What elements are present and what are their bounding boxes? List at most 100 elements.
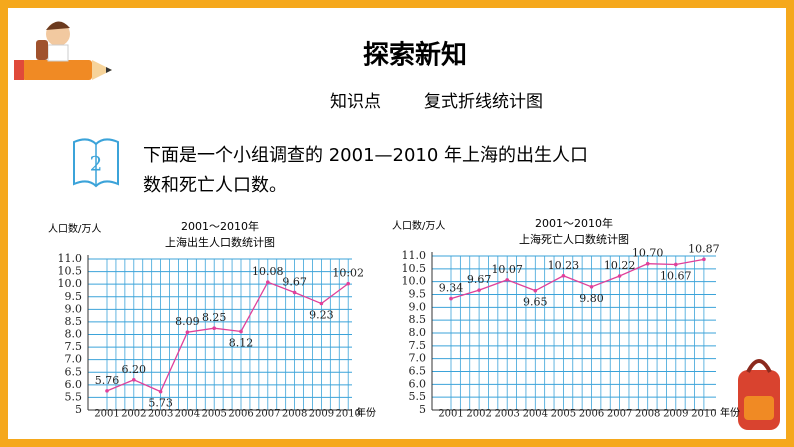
x-tick-label: 2004	[523, 409, 548, 420]
y-tick-label: 5	[75, 403, 82, 416]
x-tick-label: 2007	[607, 409, 632, 420]
x-tick-label: 2008	[282, 409, 307, 420]
topic: 复式折线统计图	[424, 92, 543, 112]
y-tick-label: 5.5	[409, 390, 427, 403]
x-tick-label: 2009	[309, 409, 334, 420]
data-label: 8.09	[175, 315, 200, 328]
chart-subtitle: 上海死亡人口数统计图	[519, 232, 629, 246]
y-tick-label: 7.0	[409, 352, 427, 365]
data-point	[477, 288, 481, 292]
x-tick-label: 2007	[255, 409, 280, 420]
data-label: 10.70	[632, 247, 664, 260]
backpack-icon	[738, 359, 780, 430]
x-tick-label: 2010	[691, 409, 716, 420]
x-tick-label: 2009	[663, 409, 688, 420]
chart-title: 2001～2010年	[181, 219, 259, 233]
data-point	[561, 273, 566, 278]
data-label: 9.65	[523, 296, 548, 309]
data-label: 9.80	[579, 292, 604, 305]
data-label: 8.12	[229, 336, 254, 349]
data-label: 9.23	[309, 309, 334, 322]
x-tick-label: 2001	[94, 409, 119, 420]
x-tick-label: 2008	[635, 409, 660, 420]
data-label: 8.25	[202, 311, 227, 324]
problem-text: 数和死亡人口数。	[143, 175, 287, 196]
data-label: 9.67	[282, 275, 307, 288]
y-tick-label: 6.0	[409, 377, 427, 390]
data-label: 10.67	[660, 269, 692, 282]
data-point	[533, 288, 538, 293]
data-label: 10:02	[332, 267, 364, 280]
problem-text: 下面是一个小组调查的 2001—2010 年上海的出生人口	[143, 145, 588, 166]
y-tick-label: 9.5	[65, 290, 83, 303]
data-label: 10.23	[548, 259, 580, 272]
y-tick-label: 11.0	[58, 252, 83, 265]
x-tick-label: 2006	[228, 409, 253, 420]
data-point	[702, 257, 706, 262]
y-tick-label: 6.5	[409, 365, 427, 378]
x-tick-label: 2001	[438, 409, 463, 420]
y-tick-label: 5	[419, 403, 426, 416]
y-tick-label: 6.5	[65, 365, 83, 378]
x-tick-label: 2004	[175, 409, 200, 420]
data-point	[319, 301, 324, 306]
data-point	[292, 290, 297, 295]
y-tick-label: 8.5	[65, 315, 83, 328]
x-axis-label: 年份	[720, 406, 740, 419]
y-tick-label: 5.5	[65, 390, 83, 403]
x-tick-label: 2002	[121, 409, 146, 420]
data-label: 9.34	[439, 282, 464, 295]
data-point	[645, 261, 650, 266]
data-label: 10.22	[604, 259, 636, 272]
data-point	[505, 278, 510, 282]
data-label: 9.67	[467, 273, 492, 286]
x-tick-label: 2003	[494, 409, 519, 420]
y-tick-label: 10.0	[58, 277, 83, 290]
chart-title: 2001～2010年	[535, 216, 613, 230]
data-label: 10.08	[252, 265, 284, 278]
slide-body	[8, 8, 786, 439]
y-axis-label: 人口数/万人	[392, 219, 445, 232]
data-point	[266, 280, 270, 284]
series-line	[450, 258, 705, 300]
data-point	[617, 274, 622, 278]
y-tick-label: 7.5	[409, 339, 427, 352]
y-tick-label: 9.0	[409, 300, 427, 313]
data-point	[589, 285, 594, 289]
data-label: 10.87	[688, 242, 720, 255]
y-tick-label: 6.0	[65, 378, 83, 391]
y-tick-label: 11.0	[402, 249, 427, 262]
x-axis-label: 年份	[356, 406, 376, 419]
data-point	[239, 329, 243, 334]
data-point	[132, 378, 136, 382]
y-tick-label: 9.5	[409, 288, 427, 301]
y-tick-label: 7.5	[65, 340, 83, 353]
x-tick-label: 2003	[148, 409, 173, 420]
data-label: 10.07	[491, 263, 523, 276]
topic-label: 知识点	[330, 92, 381, 112]
data-point	[449, 296, 453, 301]
chart-subtitle: 上海出生人口数统计图	[165, 235, 275, 249]
x-tick-label: 2010	[335, 409, 360, 420]
x-tick-label: 2002	[466, 409, 491, 420]
y-tick-label: 7.0	[65, 353, 83, 366]
slide-title: 探索新知	[363, 40, 467, 71]
data-point	[158, 389, 163, 394]
y-tick-label: 8.0	[65, 328, 83, 341]
y-tick-label: 10.5	[402, 262, 427, 275]
x-tick-label: 2005	[551, 409, 576, 420]
y-tick-label: 8.0	[409, 326, 427, 339]
badge-number: 2	[90, 152, 103, 176]
y-tick-label: 9.0	[65, 302, 83, 315]
y-tick-label: 10.5	[58, 265, 83, 278]
data-point	[346, 281, 351, 286]
x-tick-label: 2006	[579, 409, 604, 420]
x-tick-label: 2005	[201, 409, 226, 420]
data-point	[105, 389, 109, 393]
series-line	[106, 281, 349, 393]
y-axis-label: 人口数/万人	[48, 222, 101, 235]
y-tick-label: 10.0	[402, 275, 427, 288]
data-point	[212, 326, 216, 331]
